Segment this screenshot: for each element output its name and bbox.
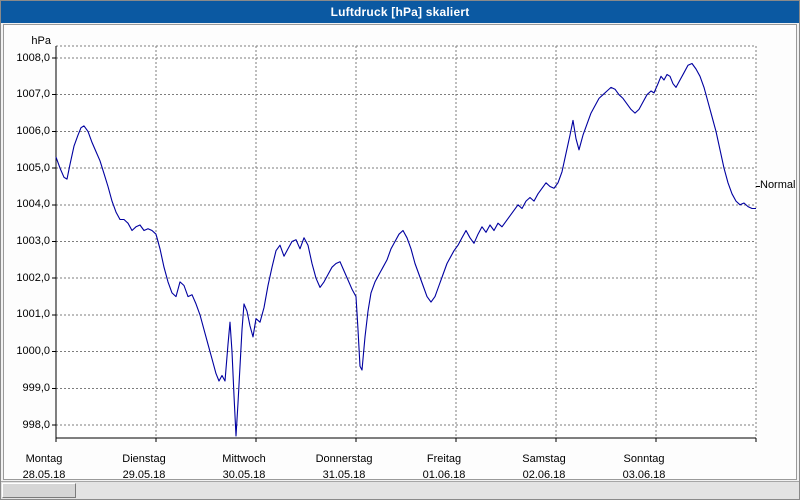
- day-date-label: 31.05.18: [322, 469, 366, 481]
- day-date-label: 02.06.18: [522, 469, 566, 481]
- chart-panel: [3, 24, 797, 480]
- y-tick-label: 1008,0: [16, 51, 50, 64]
- y-tick-label: 1002,0: [16, 271, 50, 284]
- horizontal-scrollbar[interactable]: [1, 481, 799, 499]
- normal-pressure-label: Normal: [760, 179, 796, 192]
- day-name-label: Sonntag: [623, 453, 665, 465]
- day-date-label: 01.06.18: [422, 469, 466, 481]
- y-tick-label: 1003,0: [16, 235, 50, 247]
- day-date-label: 30.05.18: [222, 469, 266, 481]
- y-tick-label: 1006,0: [16, 124, 50, 137]
- y-tick-label: 998,0: [22, 418, 50, 431]
- y-tick-label: 1007,0: [16, 88, 50, 101]
- y-tick-label: 1000,0: [16, 345, 50, 358]
- day-name-label: Mittwoch: [222, 453, 266, 465]
- y-tick-label: 1005,0: [16, 161, 50, 174]
- y-tick-label: 1001,0: [16, 308, 50, 321]
- y-tick-label: 999,0: [22, 381, 50, 394]
- day-date-label: 28.05.18: [22, 469, 66, 481]
- y-axis-unit-label: hPa: [31, 35, 51, 47]
- scrollbar-thumb[interactable]: [2, 483, 76, 498]
- day-date-label: 29.05.18: [122, 469, 166, 481]
- day-name-label: Donnerstag: [315, 453, 373, 465]
- day-name-label: Montag: [25, 453, 63, 465]
- day-name-label: Freitag: [426, 453, 462, 465]
- window-title: Luftdruck [hPa] skaliert: [330, 5, 470, 19]
- day-name-label: Samstag: [522, 453, 566, 465]
- title-bar: Luftdruck [hPa] skaliert: [1, 1, 799, 23]
- day-date-label: 03.06.18: [622, 469, 666, 481]
- y-tick-label: 1004,0: [16, 198, 50, 211]
- day-name-label: Dienstag: [122, 453, 166, 465]
